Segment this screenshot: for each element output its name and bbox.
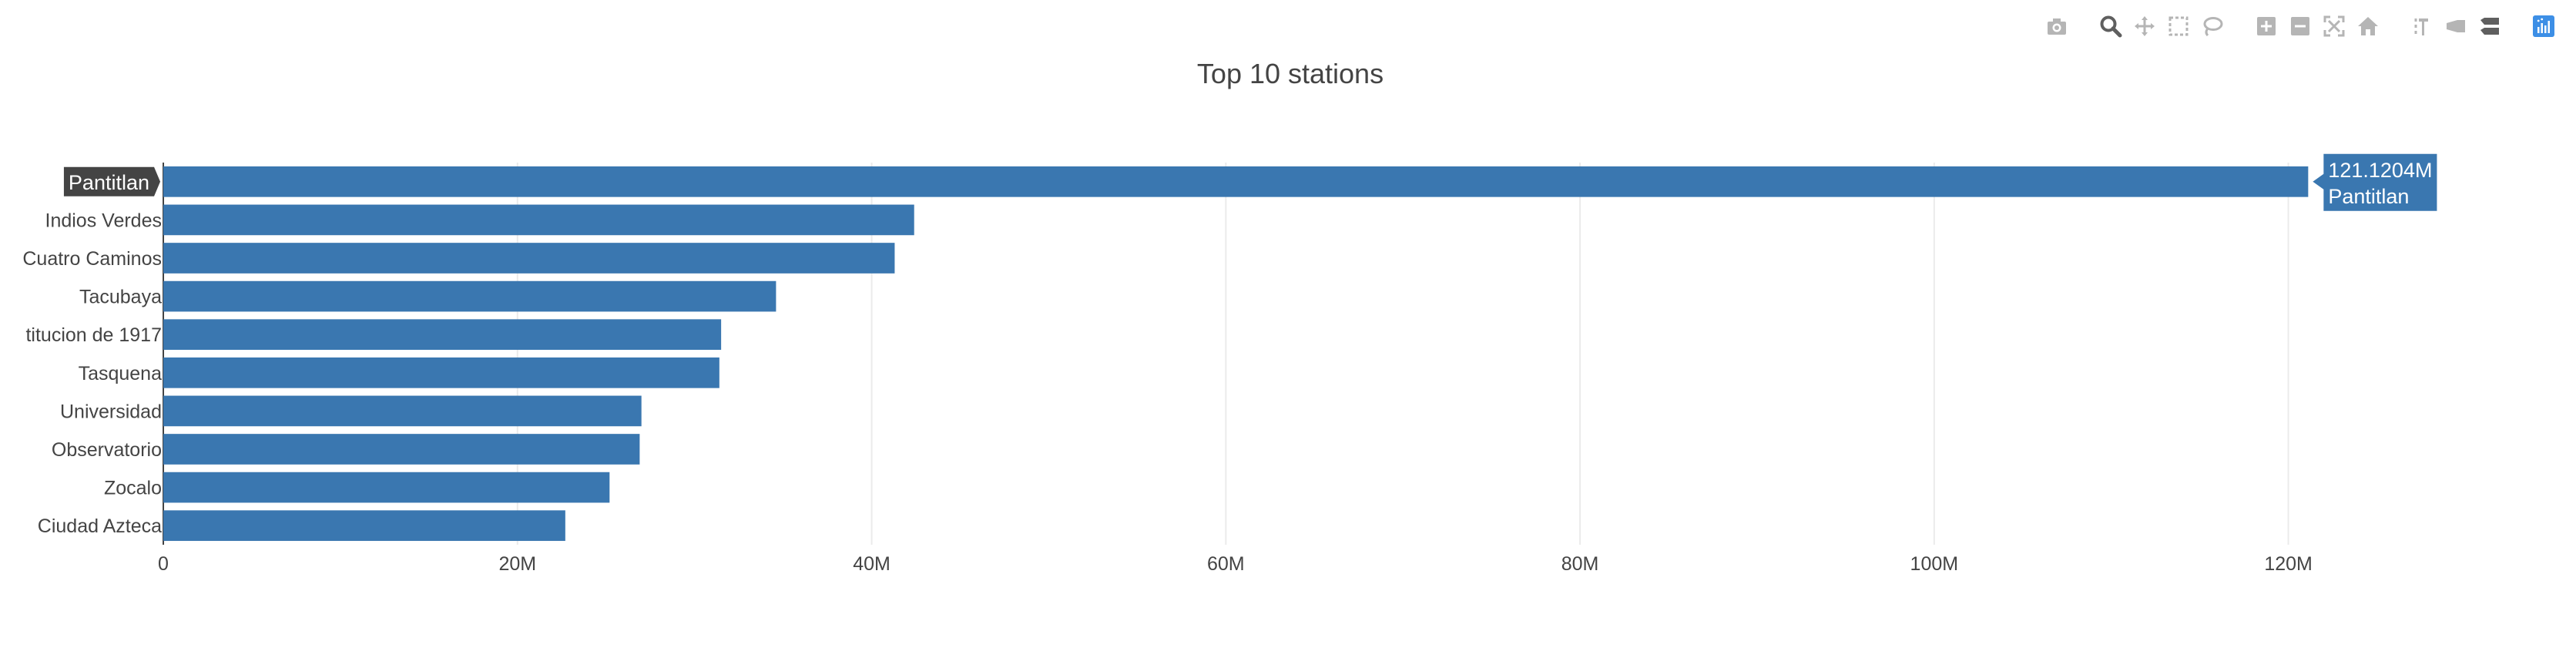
chart-title: Top 10 stations xyxy=(1197,58,1384,89)
hover-compare-button[interactable] xyxy=(2473,9,2507,43)
y-tick-label: Ciudad Azteca xyxy=(38,515,162,537)
camera-icon xyxy=(2048,18,2066,35)
zoom-out-button[interactable] xyxy=(2283,9,2317,43)
bar[interactable] xyxy=(163,395,642,427)
modebar-group xyxy=(2040,9,2074,43)
hover-tooltip-box xyxy=(2313,153,2437,211)
x-tick-labels: 0 20M 40M 60M 80M 100M 120M xyxy=(158,553,2313,575)
zoom-button[interactable] xyxy=(2094,9,2128,43)
bar[interactable] xyxy=(163,166,2309,197)
y-tick-label: Zocalo xyxy=(104,478,162,499)
box-select-button[interactable] xyxy=(2162,9,2195,43)
modebar-group xyxy=(2249,9,2385,43)
bar[interactable] xyxy=(163,204,914,236)
pan-button[interactable] xyxy=(2128,9,2162,43)
bar[interactable] xyxy=(163,280,776,312)
x-tick-label: 40M xyxy=(853,553,891,575)
bar[interactable] xyxy=(163,243,895,274)
x-tick-label: 80M xyxy=(1561,553,1599,575)
reset-axes-icon xyxy=(2358,17,2378,35)
x-tick-label: 120M xyxy=(2264,553,2313,575)
spike-lines-button[interactable] xyxy=(2405,9,2439,43)
bar[interactable] xyxy=(163,510,565,542)
hover-labels: Pantitlan 121.1204M Pantitlan xyxy=(63,153,2437,211)
hover-value-text: 121.1204M xyxy=(2328,159,2432,182)
hover-category-badge xyxy=(63,166,160,196)
camera-button[interactable] xyxy=(2040,9,2074,43)
bar[interactable] xyxy=(163,472,610,503)
bar[interactable] xyxy=(163,357,719,388)
lasso-select-icon xyxy=(2203,17,2223,37)
x-tick-label: 60M xyxy=(1207,553,1245,575)
x-tick-label: 0 xyxy=(158,553,169,575)
reset-axes-button[interactable] xyxy=(2351,9,2385,43)
y-tick-label: Tasquena xyxy=(79,363,163,384)
bar[interactable] xyxy=(163,319,722,351)
x-tick-label: 100M xyxy=(1910,553,1959,575)
y-tick-label: Universidad xyxy=(60,401,162,422)
pan-icon xyxy=(2135,16,2155,36)
modebar-group xyxy=(2527,9,2561,43)
modebar-group xyxy=(2405,9,2507,43)
y-tick-labels: Indios Verdes Cuatro Caminos Tacubaya tituc… xyxy=(22,210,162,537)
zoom-in-button[interactable] xyxy=(2249,9,2283,43)
autoscale-icon xyxy=(2323,15,2345,37)
hover-compare-icon xyxy=(2480,18,2499,35)
modebar xyxy=(2020,9,2561,43)
lasso-select-button[interactable] xyxy=(2195,9,2229,43)
y-tick-label: Observatorio xyxy=(52,439,162,461)
plotly-logo-button[interactable] xyxy=(2527,9,2561,43)
y-tick-label: titucion de 1917 xyxy=(25,324,162,346)
modebar-group xyxy=(2094,9,2229,43)
y-tick-label: Tacubaya xyxy=(79,287,162,308)
box-select-icon xyxy=(2168,16,2189,36)
bar[interactable] xyxy=(163,434,640,465)
plotly-logo-icon xyxy=(2533,15,2554,37)
zoom-in-icon xyxy=(2257,17,2276,35)
bars xyxy=(163,166,2309,542)
hover-closest-icon xyxy=(2447,20,2465,32)
spike-lines-icon xyxy=(2414,18,2428,35)
y-tick-label: Cuatro Caminos xyxy=(22,248,162,270)
hover-closest-button[interactable] xyxy=(2439,9,2473,43)
autoscale-button[interactable] xyxy=(2317,9,2351,43)
zoom-out-icon xyxy=(2291,17,2309,35)
hover-name-text: Pantitlan xyxy=(2328,185,2409,208)
hover-category-label: Pantitlan xyxy=(69,171,149,194)
x-tick-label: 20M xyxy=(498,553,536,575)
zoom-icon xyxy=(2100,15,2122,38)
y-tick-label: Indios Verdes xyxy=(45,210,163,231)
